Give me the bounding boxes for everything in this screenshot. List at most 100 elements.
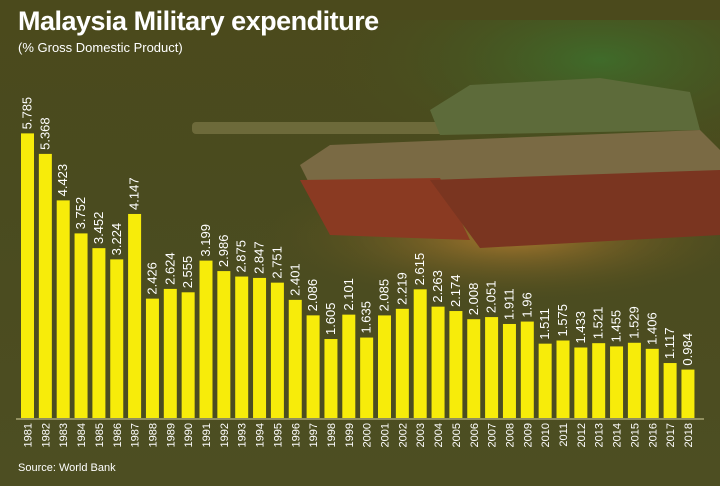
x-tick-label-1992: 1992 [219, 423, 231, 447]
x-tick-label-2005: 2005 [451, 423, 463, 447]
bar-2010 [538, 343, 552, 418]
bar-2007 [485, 317, 499, 418]
bar-2002 [395, 308, 409, 418]
bar-1991 [199, 260, 213, 418]
data-label-1984: 3.752 [73, 197, 88, 230]
x-tick-label-1998: 1998 [326, 423, 338, 447]
bar-2003 [413, 289, 427, 418]
data-label-2014: 1.455 [609, 310, 624, 343]
x-tick-label-2012: 2012 [576, 423, 588, 447]
chart-subtitle: (% Gross Domestic Product) [18, 40, 183, 55]
data-label-1989: 2.624 [162, 252, 177, 285]
data-label-2015: 1.529 [626, 306, 641, 339]
x-tick-label-1989: 1989 [165, 423, 177, 447]
data-label-2018: 0.984 [680, 333, 695, 366]
x-tick-label-1984: 1984 [76, 423, 88, 447]
data-label-2010: 1.511 [537, 308, 552, 340]
x-tick-label-2000: 2000 [362, 423, 374, 447]
bar-1988 [145, 298, 159, 418]
x-tick-label-1986: 1986 [112, 423, 124, 447]
bar-2005 [449, 311, 463, 418]
x-tick-label-1995: 1995 [272, 423, 284, 447]
data-label-2009: 1.96 [519, 292, 534, 317]
bar-2015 [627, 342, 641, 418]
bar-2000 [360, 337, 374, 418]
data-label-2003: 2.615 [412, 253, 427, 286]
data-label-2001: 2.085 [377, 279, 392, 312]
bar-1998 [324, 339, 338, 418]
data-label-1998: 1.605 [323, 302, 338, 335]
x-tick-label-1990: 1990 [183, 423, 195, 447]
bar-1989 [163, 288, 177, 418]
data-label-1991: 3.199 [198, 224, 213, 257]
data-label-1996: 2.401 [287, 263, 302, 296]
data-label-1986: 3.224 [109, 223, 124, 256]
x-tick-label-1997: 1997 [308, 423, 320, 447]
data-label-1987: 4.147 [127, 177, 142, 210]
bar-2008 [502, 323, 516, 418]
bar-2018 [681, 369, 695, 418]
data-label-1999: 2.101 [341, 278, 356, 311]
x-tick-label-2007: 2007 [487, 423, 499, 447]
bar-2001 [378, 315, 391, 418]
x-tick-label-2003: 2003 [415, 423, 427, 447]
bar-2012 [574, 347, 588, 418]
data-label-1988: 2.426 [144, 262, 159, 295]
bar-1985 [92, 248, 106, 418]
data-label-1990: 2.555 [180, 256, 195, 289]
bar-1983 [56, 200, 70, 418]
bar-1994 [253, 277, 267, 418]
data-label-2013: 1.521 [591, 307, 606, 340]
bar-1981 [21, 133, 34, 419]
bar-1982 [38, 153, 52, 418]
data-label-2016: 1.406 [644, 312, 659, 345]
bar-1992 [217, 271, 231, 418]
data-label-1993: 2.875 [234, 240, 249, 273]
x-tick-label-1996: 1996 [290, 423, 302, 447]
bar-1995 [270, 282, 284, 418]
bar-2004 [431, 306, 445, 418]
data-label-2017: 1.117 [662, 327, 677, 359]
x-tick-label-2009: 2009 [522, 423, 534, 447]
bar-2016 [645, 348, 659, 418]
bar-1993 [235, 276, 249, 418]
data-label-1983: 4.423 [55, 164, 70, 197]
x-tick-label-2018: 2018 [683, 423, 695, 447]
data-label-1992: 2.986 [216, 235, 231, 268]
x-tick-label-1981: 1981 [23, 423, 35, 447]
data-label-2005: 2.174 [448, 274, 463, 307]
data-label-2006: 2.008 [466, 283, 481, 316]
x-tick-label-2011: 2011 [558, 423, 570, 447]
x-tick-label-1994: 1994 [255, 423, 267, 447]
x-tick-label-2017: 2017 [665, 423, 677, 447]
x-tick-label-2006: 2006 [469, 423, 481, 447]
x-tick-label-2016: 2016 [647, 423, 659, 447]
bar-2011 [556, 340, 570, 418]
x-tick-label-1985: 1985 [94, 423, 106, 447]
x-tick-label-2001: 2001 [380, 423, 392, 447]
bar-1986 [110, 259, 124, 418]
data-label-2007: 2.051 [484, 281, 499, 314]
data-label-1981: 5.785 [20, 97, 35, 130]
bar-1997 [306, 315, 320, 418]
chart-title: Malaysia Military expenditure [18, 6, 379, 36]
source-note: Source: World Bank [18, 462, 116, 474]
data-label-1982: 5.368 [37, 117, 52, 150]
bar-1990 [181, 292, 195, 418]
bar-1996 [288, 299, 302, 418]
x-tick-label-1982: 1982 [40, 423, 52, 447]
bar-2013 [592, 343, 606, 418]
data-label-2012: 1.433 [573, 311, 588, 344]
data-label-2011: 1.575 [555, 304, 570, 337]
x-tick-label-2015: 2015 [629, 423, 641, 447]
x-tick-label-2008: 2008 [504, 423, 516, 447]
x-tick-label-2013: 2013 [594, 423, 606, 447]
bar-2014 [610, 346, 624, 418]
bar-1999 [342, 314, 356, 418]
data-label-2004: 2.263 [430, 270, 445, 303]
x-tick-label-1988: 1988 [147, 423, 159, 447]
tank-illustration [192, 78, 720, 248]
data-label-1997: 2.086 [305, 279, 320, 312]
